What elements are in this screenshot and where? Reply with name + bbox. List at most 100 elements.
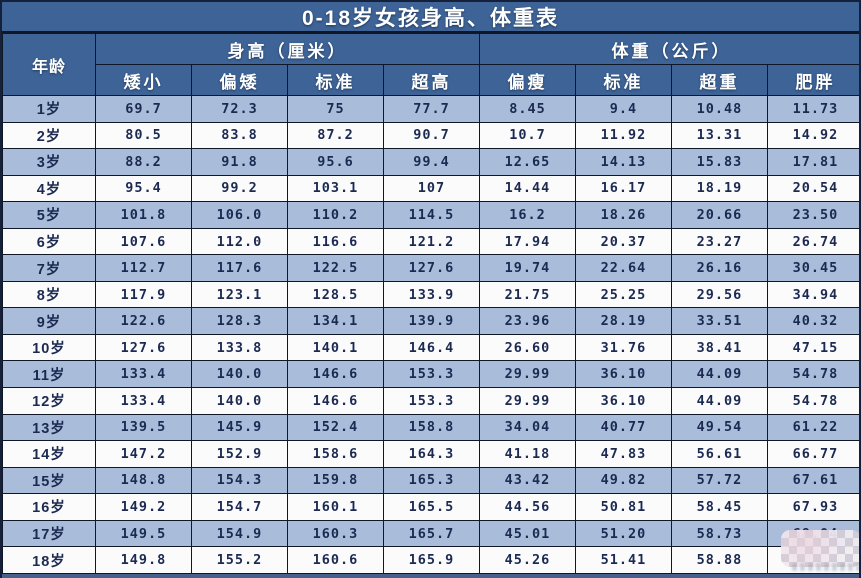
table-row: 12岁 133.4 140.0 146.6 153.3 29.99 36.10 44.09 54… xyxy=(2,387,859,415)
value-cell: 149.8 xyxy=(95,546,192,574)
sub-header-row: 矮小 偏矮 标准 超高 偏瘦 标准 超重 肥胖 xyxy=(3,64,859,96)
value-cell: 23.27 xyxy=(671,227,768,256)
age-cell: 1岁 xyxy=(2,95,96,123)
value-cell: 140.0 xyxy=(191,387,288,415)
table-row: 8岁 117.9 123.1 128.5 133.9 21.75 25.25 29.56 34.… xyxy=(2,280,859,309)
value-cell: 17.94 xyxy=(479,227,576,256)
value-cell: 154.3 xyxy=(191,466,288,495)
bottom-strip xyxy=(2,574,859,578)
age-cell: 13岁 xyxy=(2,413,96,442)
value-cell: 110.2 xyxy=(287,201,384,229)
age-cell: 6岁 xyxy=(2,227,96,256)
value-cell: 29.56 xyxy=(671,280,768,309)
value-cell: 9.4 xyxy=(575,95,672,123)
value-cell: 47.83 xyxy=(575,440,672,468)
value-cell: 40.77 xyxy=(575,413,672,442)
age-cell: 17岁 xyxy=(2,519,96,548)
value-cell: 26.16 xyxy=(671,254,768,282)
value-cell: 43.42 xyxy=(479,466,576,495)
value-cell: 40.32 xyxy=(767,307,859,335)
table-row: 5岁 101.8 106.0 110.2 114.5 16.2 18.26 20.66 23.5… xyxy=(2,201,859,229)
value-cell: 16.2 xyxy=(479,201,576,229)
value-cell: 15.83 xyxy=(671,148,768,176)
value-cell: 154.9 xyxy=(191,519,288,548)
value-cell: 67.93 xyxy=(767,493,859,521)
age-cell: 5岁 xyxy=(2,201,96,229)
value-cell: 165.3 xyxy=(383,466,480,495)
value-cell: 61.22 xyxy=(767,413,859,442)
value-cell: 133.4 xyxy=(95,387,192,415)
col-header-height-belowavg: 偏矮 xyxy=(191,64,288,96)
table-row: 17岁149.5154.9160.3165.745.0151.2058.7368… xyxy=(2,519,859,548)
col-header-height-tall: 超高 xyxy=(383,64,480,96)
value-cell: 49.54 xyxy=(671,413,768,442)
value-cell: 165.5 xyxy=(383,493,480,521)
value-cell: 103.1 xyxy=(287,174,384,203)
watermark-smudge xyxy=(792,563,859,571)
value-cell: 19.74 xyxy=(479,254,576,282)
value-cell: 8.45 xyxy=(479,95,576,123)
value-cell: 58.45 xyxy=(671,493,768,521)
value-cell: 14.44 xyxy=(479,174,576,203)
value-cell: 145.9 xyxy=(191,413,288,442)
value-cell: 116.6 xyxy=(287,227,384,256)
value-cell: 25.25 xyxy=(575,280,672,309)
value-cell: 58.73 xyxy=(671,519,768,548)
value-cell: 33.51 xyxy=(671,307,768,335)
age-cell: 14岁 xyxy=(2,440,96,468)
value-cell: 140.1 xyxy=(287,333,384,362)
value-cell: 45.01 xyxy=(479,519,576,548)
value-cell: 149.5 xyxy=(95,519,192,548)
value-cell: 148.8 xyxy=(95,466,192,495)
value-cell: 95.6 xyxy=(287,148,384,176)
value-cell: 28.19 xyxy=(575,307,672,335)
value-cell: 91.8 xyxy=(191,148,288,176)
value-cell: 122.5 xyxy=(287,254,384,282)
value-cell: 133.9 xyxy=(383,280,480,309)
table-row: 1岁 69.7 72.3 75 77.7 8.45 9.4 10.48 11.73 xyxy=(2,95,859,123)
value-cell: 146.6 xyxy=(287,360,384,389)
value-cell: 54.78 xyxy=(767,387,859,415)
value-cell: 87.2 xyxy=(287,121,384,150)
page-title: 0-18岁女孩身高、体重表 xyxy=(2,0,859,33)
value-cell: 83.8 xyxy=(191,121,288,150)
age-cell: 2岁 xyxy=(2,121,96,150)
value-cell: 44.09 xyxy=(671,387,768,415)
value-cell: 80.5 xyxy=(95,121,192,150)
age-cell: 4岁 xyxy=(2,174,96,203)
value-cell: 10.48 xyxy=(671,95,768,123)
value-cell: 20.37 xyxy=(575,227,672,256)
value-cell: 45.26 xyxy=(479,546,576,574)
value-cell: 54.78 xyxy=(767,360,859,389)
value-cell: 149.2 xyxy=(95,493,192,521)
value-cell: 44.56 xyxy=(479,493,576,521)
value-cell: 155.2 xyxy=(191,546,288,574)
value-cell: 127.6 xyxy=(383,254,480,282)
value-cell: 146.6 xyxy=(287,387,384,415)
value-cell: 29.99 xyxy=(479,360,576,389)
value-cell: 133.8 xyxy=(191,333,288,362)
value-cell: 106.0 xyxy=(191,201,288,229)
value-cell: 147.2 xyxy=(95,440,192,468)
value-cell: 20.66 xyxy=(671,201,768,229)
value-cell: 139.5 xyxy=(95,413,192,442)
table-row: 7岁 112.7 117.6 122.5 127.6 19.74 22.64 26.16 30.… xyxy=(2,254,859,282)
value-cell: 17.81 xyxy=(767,148,859,176)
value-cell: 29.99 xyxy=(479,387,576,415)
value-cell: 13.31 xyxy=(671,121,768,150)
value-cell: 90.7 xyxy=(383,121,480,150)
value-cell: 164.3 xyxy=(383,440,480,468)
value-cell: 49.82 xyxy=(575,466,672,495)
value-cell: 72.3 xyxy=(191,95,288,123)
value-cell: 139.9 xyxy=(383,307,480,335)
value-cell: 20.54 xyxy=(767,174,859,203)
value-cell: 14.13 xyxy=(575,148,672,176)
table-row: 11岁 133.4 140.0 146.6 153.3 29.99 36.10 44.09 54… xyxy=(2,360,859,389)
value-cell: 133.4 xyxy=(95,360,192,389)
value-cell: 160.6 xyxy=(287,546,384,574)
value-cell: 95.4 xyxy=(95,174,192,203)
value-cell: 26.60 xyxy=(479,333,576,362)
value-cell: 152.4 xyxy=(287,413,384,442)
value-cell: 14.92 xyxy=(767,121,859,150)
